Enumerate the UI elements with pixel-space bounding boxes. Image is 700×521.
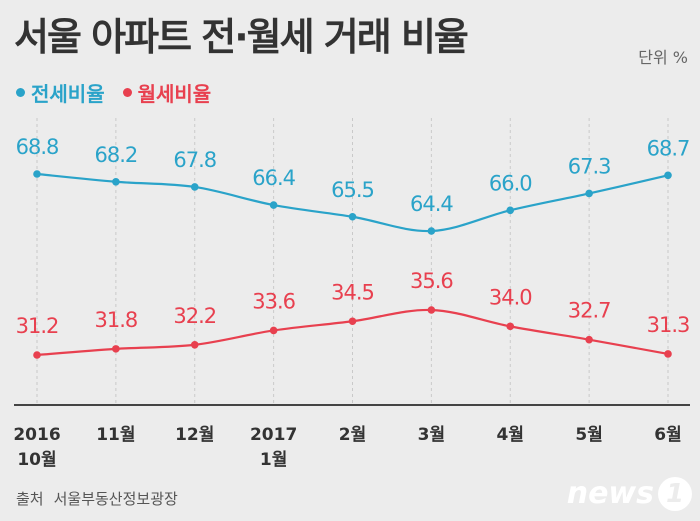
wolse-value-label-6: 34.0: [489, 285, 532, 309]
wolse-point-5: [427, 306, 436, 314]
jeonse-point-7: [585, 189, 593, 198]
source: 출처 서울부동산정보광장: [16, 488, 178, 509]
x-tick-label-4: 2월: [339, 425, 366, 445]
x-tick-label-6: 4월: [497, 425, 524, 445]
legend-item-wolse: 월세비율: [122, 78, 212, 107]
jeonse-point-0: [33, 170, 41, 178]
x-tick-label-line: 6월: [654, 425, 681, 445]
news1-logo: news 1: [567, 476, 692, 511]
legend: 전세비율 월세비율: [16, 78, 211, 107]
wolse-value-label-1: 31.8: [94, 308, 137, 332]
logo-number: 1: [658, 476, 692, 511]
legend-dot-jeonse: [16, 88, 25, 97]
wolse-point-7: [585, 335, 593, 344]
jeonse-point-1: [112, 177, 120, 186]
x-tick-label-line: 5월: [575, 425, 602, 445]
jeonse-value-label-5: 64.4: [410, 192, 453, 216]
wolse-point-8: [664, 350, 672, 358]
x-tick-label-line: 2016: [13, 425, 60, 445]
legend-dot-wolse: [122, 88, 132, 97]
legend-item-jeonse: 전세비율: [16, 78, 105, 107]
wolse-point-0: [33, 351, 41, 359]
jeonse-value-label-4: 65.5: [331, 178, 374, 202]
jeonse-point-5: [427, 227, 436, 235]
source-label: 출처: [16, 490, 44, 508]
x-tick-label-8: 6월: [654, 425, 681, 445]
jeonse-point-6: [506, 206, 515, 215]
x-tick-label-line: 2017: [250, 425, 297, 445]
jeonse-value-label-0: 68.8: [16, 135, 59, 159]
jeonse-point-8: [664, 171, 672, 180]
legend-label-jeonse: 전세비율: [31, 82, 105, 106]
wolse-value-label-0: 31.2: [16, 314, 59, 338]
x-tick-label-0: 2016 10월: [13, 425, 60, 470]
wolse-point-4: [348, 317, 357, 326]
wolse-value-label-8: 31.3: [647, 313, 690, 337]
wolse-value-label-2: 32.2: [173, 304, 216, 328]
source-value: 서울부동산정보광장: [53, 490, 178, 508]
x-tick-label-line: 4월: [497, 425, 524, 445]
x-tick-label-3: 2017 1월: [250, 425, 297, 470]
jeonse-value-label-8: 68.7: [647, 136, 690, 160]
x-tick-label-2: 12월: [175, 425, 214, 445]
wolse-point-3: [269, 326, 278, 335]
jeonse-value-label-1: 68.2: [94, 143, 137, 167]
jeonse-value-label-2: 67.8: [173, 148, 216, 172]
wolse-value-label-7: 32.7: [568, 299, 611, 323]
x-tick-label-line: 12월: [175, 425, 214, 445]
wolse-point-2: [190, 340, 199, 349]
x-tick-label-7: 5월: [575, 425, 602, 445]
wolse-value-label-3: 33.6: [252, 289, 295, 313]
logo-text: news: [566, 476, 654, 511]
jeonse-value-label-7: 67.3: [568, 154, 611, 178]
jeonse-point-2: [190, 183, 199, 191]
x-tick-label-1: 11월: [96, 425, 135, 445]
jeonse-value-label-6: 66.0: [489, 171, 532, 195]
legend-label-wolse: 월세비율: [137, 82, 212, 106]
x-tick-label-line: 1월: [260, 450, 287, 470]
wolse-point-1: [112, 345, 120, 353]
wolse-value-label-4: 34.5: [331, 280, 374, 304]
x-tick-label-line: 3월: [418, 425, 445, 445]
chart-title: 서울 아파트 전·월세 거래 비율: [14, 15, 469, 59]
x-tick-label-line: 10월: [17, 450, 56, 470]
wolse-value-label-5: 35.6: [410, 269, 453, 293]
jeonse-value-label-3: 66.4: [252, 166, 295, 190]
x-tick-label-line: 2월: [339, 425, 366, 445]
wolse-point-6: [506, 322, 515, 331]
jeonse-point-3: [269, 201, 278, 209]
x-tick-label-5: 3월: [418, 425, 445, 445]
jeonse-point-4: [348, 212, 357, 221]
x-tick-label-line: 11월: [96, 425, 135, 445]
unit-label: 단위 %: [638, 48, 688, 67]
